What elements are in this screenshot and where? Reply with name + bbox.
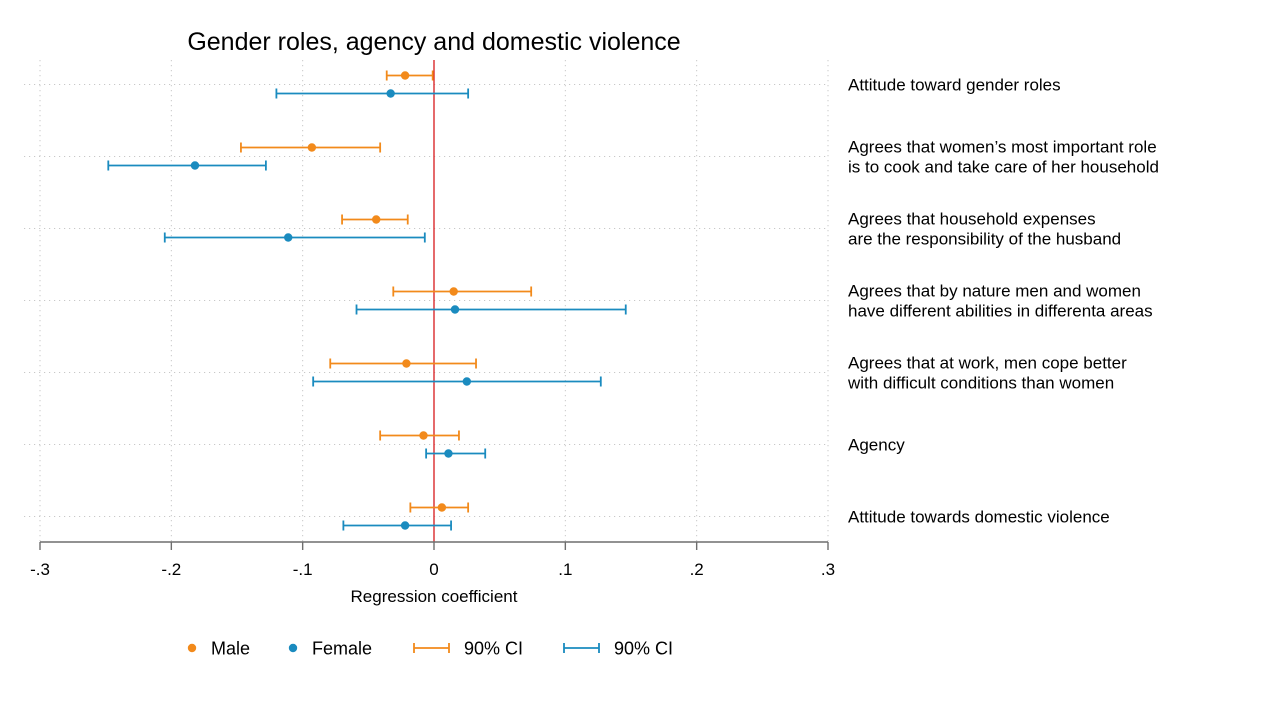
male-point xyxy=(307,143,317,152)
category-label: Attitude toward gender roles xyxy=(848,76,1061,95)
category-label: have different abilities in differenta a… xyxy=(848,302,1153,321)
x-tick-label: .1 xyxy=(558,560,572,579)
female-point xyxy=(386,89,395,98)
legend-female-dot xyxy=(288,643,298,653)
category-label: Agrees that by nature men and women xyxy=(848,282,1141,301)
x-tick-label: -.1 xyxy=(293,560,313,579)
legend-label: Female xyxy=(312,639,372,659)
x-tick-label: 0 xyxy=(429,560,438,579)
category-label: are the responsibility of the husband xyxy=(848,230,1121,249)
category-labels: Attitude toward gender roles Agrees that … xyxy=(847,76,1159,527)
legend-male-dot xyxy=(187,643,197,653)
x-tick-label: .3 xyxy=(821,560,835,579)
x-axis-label: Regression coefficient xyxy=(351,587,518,606)
male-point xyxy=(437,503,447,512)
male-point xyxy=(400,71,410,80)
chart-title: Gender roles, agency and domestic violen… xyxy=(187,28,680,56)
male-point xyxy=(402,359,411,368)
female-point xyxy=(462,377,472,386)
x-tick-label: -.2 xyxy=(161,560,181,579)
female-point xyxy=(284,233,293,242)
female-point xyxy=(444,449,453,458)
male-point xyxy=(449,287,458,296)
legend-label: 90% CI xyxy=(614,639,673,659)
female-point xyxy=(190,161,200,170)
x-axis: -.3 -.2 -.1 0 .1 .2 .3 xyxy=(30,541,835,579)
category-label: Attitude towards domestic violence xyxy=(848,508,1110,527)
plot-marks xyxy=(107,70,627,531)
male-point xyxy=(372,215,381,224)
legend: Male Female 90% CI 90% CI xyxy=(187,639,673,659)
female-point xyxy=(400,521,410,530)
male-point xyxy=(419,431,428,440)
category-label: Agrees that at work, men cope better xyxy=(848,354,1127,373)
female-point xyxy=(450,305,460,314)
category-label: with difficult conditions than women xyxy=(847,374,1114,393)
legend-label: Male xyxy=(211,639,250,659)
legend-label: 90% CI xyxy=(464,639,523,659)
x-tick-label: -.3 xyxy=(30,560,50,579)
category-label: Agrees that household expenses xyxy=(848,210,1096,229)
grid-lines xyxy=(24,60,829,542)
category-label: is to cook and take care of her househol… xyxy=(848,158,1159,177)
category-label: Agency xyxy=(848,436,905,455)
category-label: Agrees that women’s most important role xyxy=(848,138,1157,157)
x-tick-label: .2 xyxy=(690,560,704,579)
